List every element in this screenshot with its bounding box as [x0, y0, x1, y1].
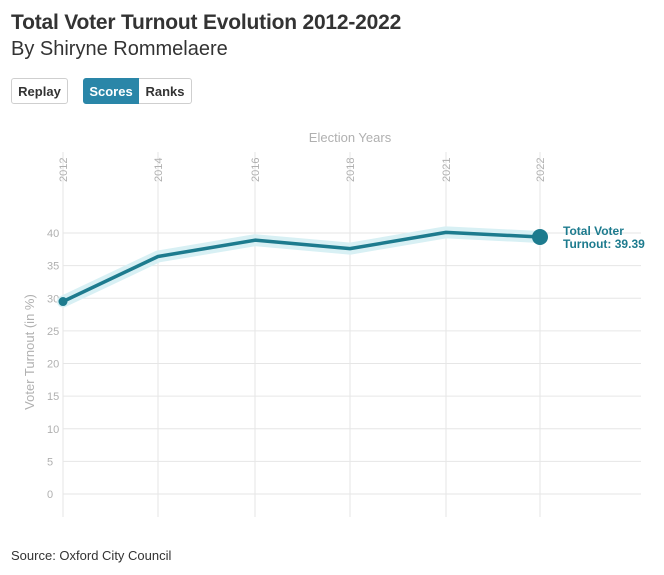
y-tick-label: 20 [47, 359, 59, 371]
y-tick-label: 25 [47, 326, 59, 338]
view-toggle: Scores Ranks [83, 78, 192, 104]
source-note: Source: Oxford City Council [11, 548, 172, 563]
x-tick-label: 2012 [58, 158, 70, 182]
series-line [62, 230, 541, 304]
x-axis-title: Election Years [309, 130, 392, 145]
end-label-line2: Turnout: 39.39 [563, 237, 645, 251]
y-axis-title: Voter Turnout (in %) [22, 294, 37, 410]
y-tick-label: 35 [47, 261, 59, 273]
x-tick-label: 2021 [441, 158, 453, 182]
tick-labels: 0 5 10 15 20 25 30 35 40 2012 2014 2016 2018 2021 2022 [47, 158, 547, 501]
y-tick-label: 15 [47, 391, 59, 403]
end-point [532, 228, 548, 245]
y-tick-label: 5 [47, 456, 53, 468]
series [57, 226, 548, 308]
scores-button[interactable]: Scores [83, 78, 139, 104]
x-tick-label: 2016 [250, 158, 262, 182]
y-tick-label: 0 [47, 489, 53, 501]
x-tick-label: 2022 [535, 158, 547, 182]
end-label: Total Voter Turnout: 39.39 [563, 224, 645, 251]
chart-title: Total Voter Turnout Evolution 2012-2022 [11, 11, 402, 34]
start-point [58, 297, 68, 307]
x-tick-label: 2014 [153, 158, 165, 182]
grid [62, 152, 641, 517]
ranks-button[interactable]: Ranks [139, 78, 192, 104]
y-tick-label: 10 [47, 424, 59, 436]
x-tick-label: 2018 [345, 158, 357, 182]
chart-subtitle: By Shiryne Rommelaere [11, 38, 228, 60]
y-tick-label: 40 [47, 228, 59, 240]
y-tick-label: 30 [47, 293, 59, 305]
replay-button[interactable]: Replay [11, 78, 68, 104]
end-label-line1: Total Voter [563, 224, 624, 238]
